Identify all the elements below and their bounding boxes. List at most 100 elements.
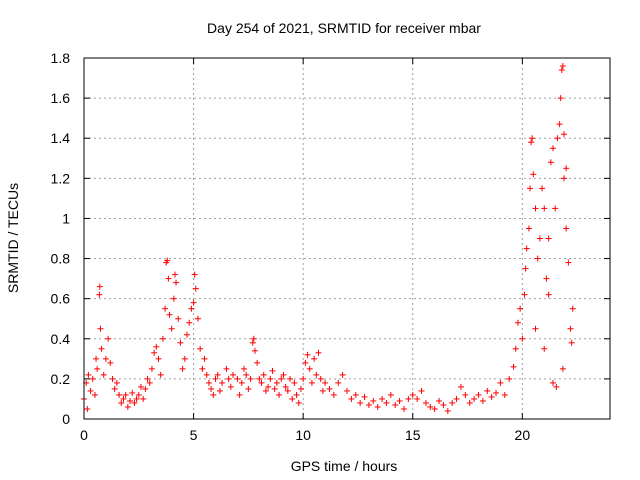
x-tick-label: 0: [80, 427, 88, 443]
data-point: [225, 375, 232, 382]
data-point: [370, 397, 377, 404]
data-point: [365, 401, 372, 408]
data-point: [111, 385, 118, 392]
data-point: [151, 349, 158, 356]
data-point: [175, 315, 182, 322]
data-point: [148, 365, 155, 372]
data-point: [501, 391, 508, 398]
data-point: [556, 121, 563, 128]
data-point: [552, 205, 559, 212]
data-point: [250, 335, 257, 342]
x-tick-label: 5: [190, 427, 198, 443]
data-point: [144, 375, 151, 382]
data-point: [251, 347, 258, 354]
data-point: [295, 399, 302, 406]
data-point: [396, 397, 403, 404]
data-point: [488, 393, 495, 400]
data-point: [230, 371, 237, 378]
data-point: [379, 395, 386, 402]
data-point: [322, 379, 329, 386]
data-point: [547, 159, 554, 166]
data-point: [527, 185, 534, 192]
data-point: [205, 379, 212, 386]
data-point: [199, 365, 206, 372]
data-point: [94, 365, 101, 372]
data-point: [240, 365, 247, 372]
data-point: [522, 265, 529, 272]
data-point: [188, 305, 195, 312]
data-point: [97, 325, 104, 332]
data-point: [245, 385, 252, 392]
data-point: [223, 365, 230, 372]
data-point: [197, 345, 204, 352]
data-point: [267, 375, 274, 382]
data-point: [431, 405, 438, 412]
y-tick-label: 0: [62, 411, 70, 427]
y-tick-label: 0.4: [51, 331, 71, 347]
data-point: [568, 339, 575, 346]
data-point: [510, 363, 517, 370]
data-point: [319, 387, 326, 394]
data-point: [168, 325, 175, 332]
data-point: [260, 371, 267, 378]
chart-title: Day 254 of 2021, SRMTID for receiver mba…: [207, 20, 481, 36]
data-point: [201, 355, 208, 362]
data-point: [484, 387, 491, 394]
data-point: [418, 387, 425, 394]
data-point: [565, 259, 572, 266]
data-point: [289, 395, 296, 402]
data-point: [521, 291, 528, 298]
data-point: [135, 391, 142, 398]
data-point: [219, 379, 226, 386]
y-tick-label: 1.8: [51, 50, 71, 66]
data-point: [409, 391, 416, 398]
data-point: [113, 379, 120, 386]
data-point: [344, 387, 350, 394]
data-point: [545, 291, 552, 298]
data-point: [453, 395, 460, 402]
data-point: [374, 403, 381, 410]
data-point: [87, 387, 94, 394]
data-point: [436, 397, 443, 404]
data-point: [497, 379, 504, 386]
data-point: [517, 305, 524, 312]
y-tick-label: 0.8: [51, 251, 71, 267]
data-point: [339, 371, 346, 378]
data-point: [91, 391, 98, 398]
data-point: [311, 355, 318, 362]
data-point: [287, 375, 294, 382]
data-point: [523, 245, 530, 252]
data-point: [559, 63, 566, 70]
data-point: [238, 379, 245, 386]
data-point: [444, 407, 451, 414]
data-point: [348, 395, 355, 402]
data-point: [560, 175, 567, 182]
data-point: [302, 359, 309, 366]
y-tick-label: 0.2: [51, 371, 71, 387]
data-point: [563, 225, 570, 232]
data-point: [192, 285, 199, 292]
data-point: [335, 379, 342, 386]
data-point: [529, 135, 536, 142]
y-tick-label: 1: [62, 210, 70, 226]
data-point: [171, 271, 178, 278]
data-point: [212, 375, 219, 382]
data-point: [300, 375, 307, 382]
data-point: [191, 271, 198, 278]
data-point: [512, 345, 519, 352]
data-point: [208, 385, 215, 392]
data-point: [210, 391, 217, 398]
data-point: [427, 403, 434, 410]
data-point: [155, 355, 162, 362]
data-point: [545, 235, 552, 242]
data-point: [127, 397, 134, 404]
data-point: [563, 165, 570, 172]
data-point: [170, 295, 177, 302]
data-point: [153, 343, 160, 350]
data-point: [475, 391, 482, 398]
data-point: [194, 315, 201, 322]
data-point: [541, 345, 548, 352]
data-point: [133, 395, 140, 402]
data-point: [256, 375, 263, 382]
